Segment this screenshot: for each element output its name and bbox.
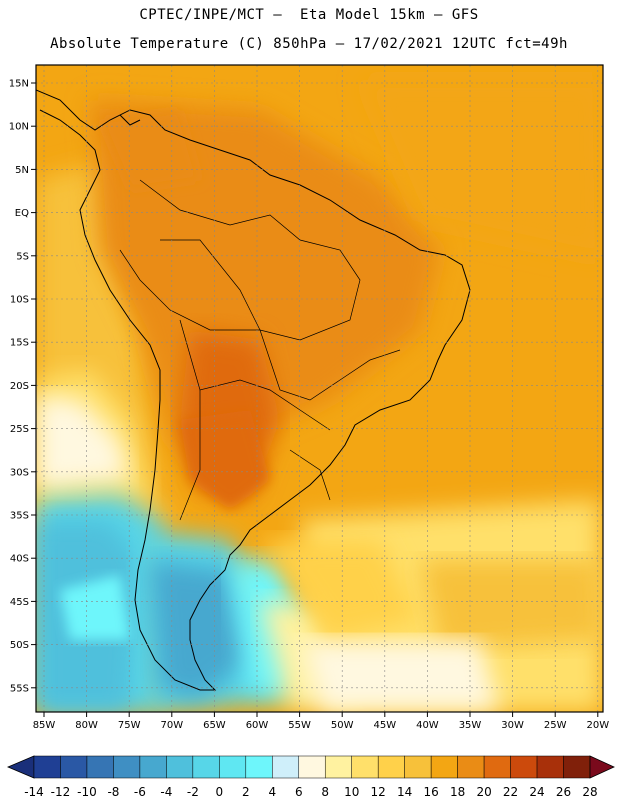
lon-label: 40W [416,720,439,731]
country-borders [119,179,401,521]
lat-label: EQ [15,208,29,219]
colorbar-label: 18 [450,785,465,799]
colorbar-swatch [60,755,88,779]
colorbar-label: -8 [107,785,119,799]
lat-label: 50S [10,640,29,651]
colorbar-label: 14 [397,785,412,799]
map-title: CPTEC/INPE/MCT – Eta Model 15km – GFS [139,7,479,23]
colorbar-swatch [536,755,564,779]
lon-label: 70W [160,720,183,731]
colorbar-under-arrow [6,755,35,779]
lon-label: 75W [118,720,141,731]
colorbar-label: -2 [187,785,199,799]
colorbar-swatch [272,755,300,779]
colorbar-swatch [33,755,61,779]
colorbar-swatch [563,755,591,779]
colorbar-swatch [483,755,511,779]
colorbar-label: 10 [344,785,359,799]
colorbar-label: 20 [476,785,491,799]
lat-label: 15N [9,79,29,90]
colorbar-label: 0 [216,785,224,799]
colorbar-swatch [192,755,220,779]
colorbar-swatch [166,755,194,779]
lon-label: 80W [75,720,98,731]
lat-label: 55S [10,683,29,694]
colorbar-swatch [377,755,405,779]
lon-label: 25W [544,720,567,731]
colorbar-label: -10 [77,785,97,799]
lat-label: 5N [15,165,29,176]
colorbar-label: 24 [529,785,544,799]
lon-label: 60W [246,720,269,731]
longitude-labels: 85W 80W 75W 70W 65W 60W 55W 50W 45W 40W 35W 30W 25W 2… [33,712,609,731]
lon-label: 20W [586,720,609,731]
colorbar-label: 26 [556,785,571,799]
colorbar-swatch [219,755,247,779]
lon-label: 45W [373,720,396,731]
colorbar-label: -12 [51,785,71,799]
lon-label: 65W [203,720,226,731]
colorbar-swatch [457,755,485,779]
lat-label: 15S [10,338,29,349]
lon-label: 30W [501,720,524,731]
lon-label: 85W [33,720,56,731]
colorbar-label: 12 [371,785,386,799]
colorbar-label: 8 [321,785,329,799]
coastline [36,89,471,691]
latitude-labels: 15N 10N 5N EQ 5S 10S 15S 20S 25S 30S 35S 40S 45S 50S 5… [9,79,36,694]
lat-label: 30S [10,467,29,478]
lat-label: 25S [10,424,29,435]
lon-label: 50W [331,720,354,731]
colorbar-swatch [324,755,352,779]
lat-label: 40S [10,554,29,565]
colorbar-swatch [510,755,538,779]
colorbar-swatch [86,755,114,779]
colorbar-label: 16 [424,785,439,799]
colorbar-swatch [298,755,326,779]
colorbar-swatch [139,755,167,779]
colorbar-label: 4 [268,785,276,799]
lat-label: 10N [9,122,29,133]
lat-label: 10S [10,295,29,306]
colorbar-swatch [351,755,379,779]
lat-label: 5S [16,251,29,262]
colorbar-label: 6 [295,785,303,799]
lat-label: 20S [10,381,29,392]
colorbar-label: -4 [160,785,172,799]
colorbar-over-arrow [589,755,615,779]
colorbar-label: 22 [503,785,518,799]
colorbar-labels: -14 -12 -10 -8 -6 -4 -2 0 2 4 6 8 10 12 14 16 18 20 22 24 26… [24,785,597,799]
colorbar-label: 28 [582,785,597,799]
lat-label: 35S [10,511,29,522]
colorbar [6,755,615,779]
lon-label: 35W [459,720,482,731]
plot-frame [35,64,604,713]
colorbar-label: 2 [242,785,250,799]
colorbar-swatch [430,755,458,779]
lat-label: 45S [10,597,29,608]
temperature-field [36,65,603,712]
colorbar-label: -14 [24,785,44,799]
colorbar-swatch [404,755,432,779]
colorbar-swatch [245,755,273,779]
lon-label: 55W [288,720,311,731]
map-subtitle: Absolute Temperature (C) 850hPa – 17/02/… [50,36,568,52]
colorbar-swatch [113,755,141,779]
colorbar-label: -6 [134,785,146,799]
